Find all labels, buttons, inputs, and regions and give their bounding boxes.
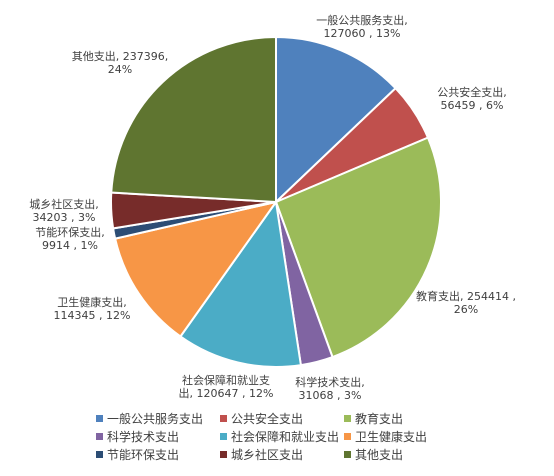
legend-label: 卫生健康支出 [355,429,427,444]
pie-slice [113,200,279,338]
legend-label: 教育支出 [355,411,403,426]
legend-item: 公共安全支出 [220,411,303,426]
legend-swatch [220,433,227,440]
data-label: 教育支出, 254414 , 26% [416,289,516,316]
pie-slice [110,35,277,204]
legend-swatch [96,451,103,458]
legend-item: 一般公共服务支出 [96,411,203,426]
legend-item: 卫生健康支出 [344,429,427,444]
legend-label: 节能环保支出 [107,448,179,462]
data-label: 科学技术支出, 31068 , 3% [295,375,365,402]
legend-swatch [220,451,227,458]
legend-item: 其他支出 [344,448,403,462]
legend-item: 科学技术支出 [96,429,179,444]
pie-slice [179,199,303,368]
legend-label: 城乡社区支出 [231,447,303,462]
legend-swatch [96,415,103,422]
legend-swatch [344,451,351,458]
legend-swatch [344,433,351,440]
pie-slice [274,136,442,359]
data-label: 城乡社区支出, 34203 , 3% [29,197,99,224]
legend-item: 城乡社区支出 [220,447,303,462]
legend-label: 公共安全支出 [231,411,303,426]
data-label: 其他支出, 237396, 24% [72,49,168,76]
data-label: 社会保障和就业支出, 120647 , 12% [179,373,274,400]
pie-slice [275,35,397,205]
legend-swatch [344,415,351,422]
legend-label: 社会保障和就业支出 [231,429,339,444]
pie-slices [110,35,442,368]
data-label: 公共安全支出, 56459 , 6% [437,85,507,112]
data-label: 卫生健康支出, 114345 , 12% [54,295,131,322]
legend-item: 教育支出 [344,411,403,426]
legend-item: 节能环保支出 [96,448,179,462]
data-label: 节能环保支出, 9914 , 1% [35,225,105,252]
data-label: 一般公共服务支出, 127060 , 13% [316,13,408,40]
legend-label: 一般公共服务支出 [107,411,203,426]
legend-swatch [220,415,227,422]
legend-item: 社会保障和就业支出 [220,429,339,444]
data-labels: 一般公共服务支出, 127060 , 13% 公共安全支出, 56459 , 6% 教育… [29,13,516,402]
legend-label: 科学技术支出 [107,429,179,444]
legend-swatch [96,433,103,440]
legend-label: 其他支出 [355,448,403,462]
